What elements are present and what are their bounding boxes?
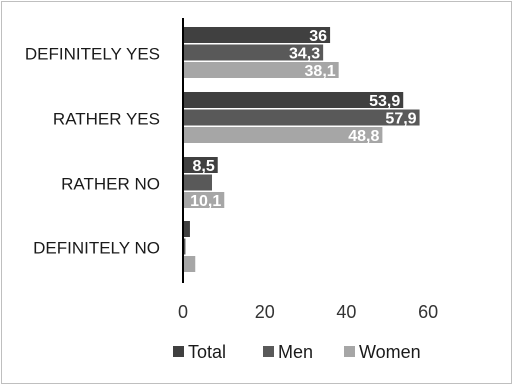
bar-women-rather-no <box>183 192 225 208</box>
data-label-total-rather-no: 8,5 <box>192 158 214 175</box>
data-label-women-definitely-yes: 38,1 <box>305 63 336 80</box>
category-label-definitely-no: DEFINITELY NO <box>33 238 160 257</box>
bar-men-rather-yes <box>183 109 420 126</box>
bar-total-definitely-yes <box>183 27 331 43</box>
legend-label-total: Total <box>188 342 226 362</box>
category-labels-layer: DEFINITELY YES RATHER YES RATHER NO DEFINIT… <box>25 44 160 257</box>
category-label-definitely-yes: DEFINITELY YES <box>25 44 160 63</box>
bar-men-rather-no <box>183 174 213 191</box>
category-label-rather-no: RATHER NO <box>61 174 160 193</box>
legend-label-men: Men <box>278 342 313 362</box>
legend-label-women: Women <box>359 342 421 362</box>
data-label-men-rather-no: 7,1 <box>216 176 238 193</box>
x-tick-label-20: 20 <box>255 302 275 322</box>
bar-total-definitely-no <box>183 221 190 237</box>
bars-layer <box>183 27 420 272</box>
axis-layer: 0 20 40 60 <box>178 18 438 322</box>
bar-men-definitely-no <box>183 238 186 255</box>
data-label-women-definitely-no: 3 <box>199 257 208 274</box>
legend: Total Men Women <box>173 342 421 362</box>
bar-women-definitely-yes <box>183 62 339 78</box>
x-tick-label-0: 0 <box>178 302 188 322</box>
bar-women-definitely-no <box>183 256 196 272</box>
data-label-men-definitely-yes: 34,3 <box>289 46 320 63</box>
legend-swatch-women <box>344 346 355 357</box>
x-tick-label-40: 40 <box>336 302 356 322</box>
data-label-men-rather-yes: 57,9 <box>385 111 416 128</box>
bar-men-definitely-yes <box>183 44 324 61</box>
data-label-total-definitely-no: 1,7 <box>194 222 216 239</box>
bar-total-rather-no <box>183 157 218 173</box>
legend-swatch-men <box>263 346 274 357</box>
legend-swatch-total <box>173 346 184 357</box>
data-label-total-definitely-yes: 36 <box>309 28 327 45</box>
category-label-rather-yes: RATHER YES <box>53 109 160 128</box>
data-label-total-rather-yes: 53,9 <box>369 93 400 110</box>
data-label-men-definitely-no: 0,6 <box>191 240 213 257</box>
data-label-women-rather-yes: 48,8 <box>348 128 379 145</box>
x-tick-label-60: 60 <box>418 302 438 322</box>
data-label-women-rather-no: 10,1 <box>190 193 221 210</box>
bar-total-rather-yes <box>183 92 404 108</box>
bar-women-rather-yes <box>183 127 383 143</box>
